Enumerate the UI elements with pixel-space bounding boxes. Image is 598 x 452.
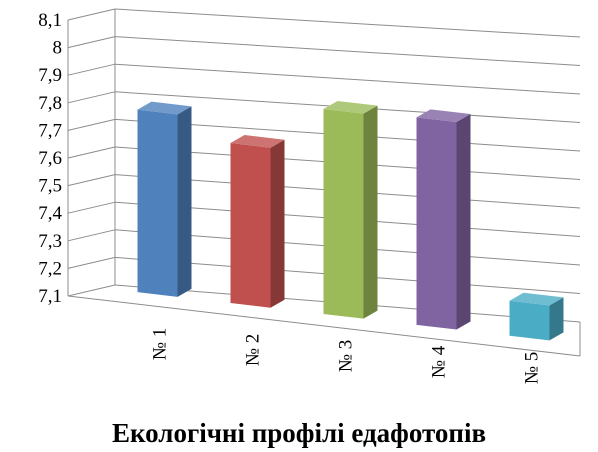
- bar-front: [137, 109, 178, 297]
- gridline: [114, 63, 581, 95]
- bar-top: [137, 101, 192, 115]
- bar: [323, 100, 378, 319]
- y-tick-label: 7,6: [38, 148, 62, 169]
- bar: [137, 101, 192, 297]
- bar: [230, 135, 285, 308]
- y-tick-label: 7,3: [38, 231, 62, 252]
- y-tick-label: 8,1: [38, 10, 62, 31]
- axis-line: [67, 295, 581, 357]
- bar-side: [549, 297, 564, 341]
- gridline-depth: [67, 284, 116, 297]
- bar-front: [323, 108, 364, 319]
- bar-front: [509, 300, 550, 341]
- x-tick-label: № 4: [429, 345, 450, 378]
- bar-top: [230, 135, 285, 148]
- y-tick-label: 7,4: [38, 203, 62, 224]
- x-tick-label: № 2: [243, 334, 264, 366]
- gridline-depth: [67, 201, 116, 214]
- y-tick-label: 7,7: [38, 120, 62, 141]
- bars: [137, 100, 564, 341]
- y-tick-label: 8: [53, 38, 63, 59]
- gridline-depth: [67, 63, 116, 76]
- gridline-depth: [67, 256, 116, 269]
- x-category-labels: № 1 № 2 № 3 № 4 № 5: [150, 328, 543, 384]
- bar-top: [509, 292, 564, 306]
- y-tick-label: 7,9: [38, 65, 62, 86]
- bar-top: [416, 109, 471, 123]
- gridline-depth: [67, 91, 116, 104]
- x-axis-title: Екологічні профілі едафотопів: [111, 418, 487, 448]
- gridline-depth: [67, 146, 116, 159]
- bar-side: [270, 139, 285, 308]
- gridline: [114, 36, 581, 66]
- gridline-depth: [67, 174, 116, 187]
- bar-front: [416, 117, 457, 330]
- bar-front: [230, 143, 271, 308]
- gridline-depth: [67, 118, 116, 131]
- y-tick-label: 7,8: [38, 93, 62, 114]
- gridline-depth: [67, 8, 116, 21]
- bar-side: [363, 105, 378, 319]
- y-tick-label: 7,2: [38, 258, 62, 279]
- x-tick-label: № 1: [150, 328, 171, 360]
- x-tick-label: № 3: [336, 340, 357, 372]
- y-tick-labels: 7,1 7,2 7,3 7,4 7,5 7,6 7,7 7,8 7,9 8 8,1: [38, 10, 62, 307]
- bar: [509, 292, 564, 341]
- gridline-depth: [67, 229, 116, 242]
- y-tick-label: 7,1: [38, 286, 62, 307]
- gridline: [114, 8, 581, 38]
- bar-side: [177, 106, 192, 297]
- y-tick-label: 7,5: [38, 176, 62, 197]
- gridline-depth: [67, 36, 116, 49]
- bar-top: [323, 100, 378, 114]
- x-tick-label: № 5: [522, 352, 543, 384]
- bar: [416, 109, 471, 330]
- axes: [67, 9, 581, 357]
- bar-side: [456, 114, 471, 330]
